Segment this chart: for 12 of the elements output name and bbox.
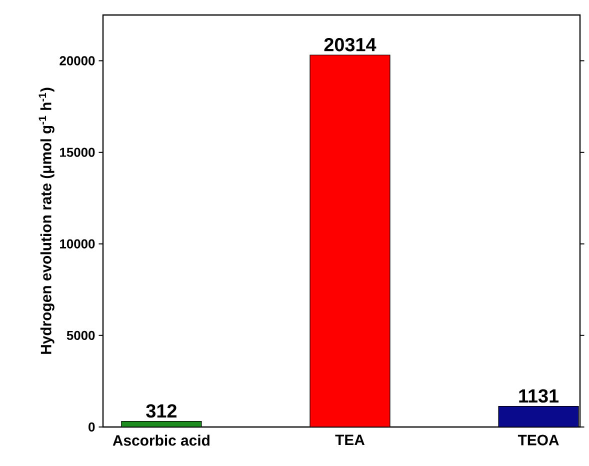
y-axis-title: Hydrogen evolution rate (μmol g$^{-1}$ h$^{-1}$) [38,88,54,354]
data-label: 20314 [324,38,376,52]
data-label: 1131 [519,389,559,403]
y-tick-label: 15000 [60,148,95,157]
y-tick-label: 20000 [60,56,95,66]
y-tick-label: 0 [88,422,95,432]
x-tick-label: TEOA [518,434,559,446]
y-tick-label: 10000 [60,239,95,248]
x-tick-label: Ascorbic acid [112,434,210,446]
y-tick-label: 5000 [66,330,95,340]
x-tick-label: TEA [335,434,365,446]
data-label: 312 [146,404,176,418]
